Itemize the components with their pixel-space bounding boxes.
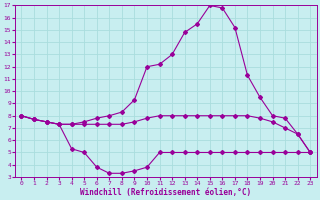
X-axis label: Windchill (Refroidissement éolien,°C): Windchill (Refroidissement éolien,°C) — [80, 188, 252, 197]
